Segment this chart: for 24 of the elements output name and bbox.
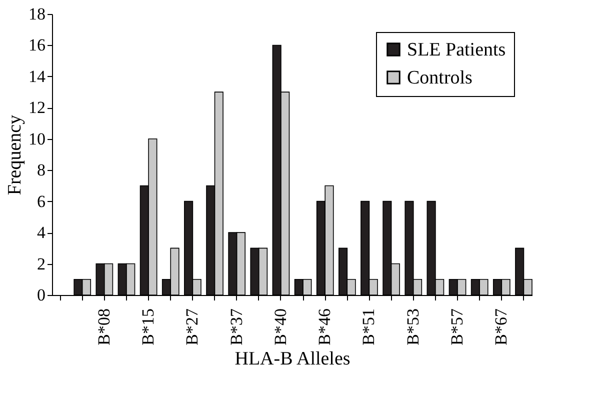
x-tick-label: B*08 [94,308,114,346]
x-tick-label: B*46 [315,308,334,346]
legend-label: SLE Patients [407,40,506,60]
y-tick-label: 2 [37,254,46,274]
y-tick-label: 4 [37,223,46,242]
x-tick-label: B*40 [270,308,290,346]
legend-label: Controls [407,68,472,88]
y-tick-label: 6 [37,192,46,211]
x-tick-label: B*67 [492,308,511,346]
x-axis-title: HLA-B Alleles [234,348,350,370]
y-tick-label: 8 [37,160,46,180]
y-tick-label: 16 [28,36,46,55]
y-axis-title: Frequency [4,114,26,196]
x-tick-label: B*27 [182,308,202,346]
y-tick-label: 0 [37,286,46,304]
y-tick-label: 12 [28,98,46,118]
x-tick-label: B*53 [403,308,422,346]
x-tick-label: B*15 [138,308,158,346]
y-tick-label: 10 [28,129,46,148]
y-tick-label: 14 [28,66,46,86]
x-tick-label: B*51 [359,308,378,346]
x-tick-label: B*57 [448,308,467,346]
x-tick-label: B*37 [226,308,246,346]
y-tick-label: 18 [28,4,46,24]
